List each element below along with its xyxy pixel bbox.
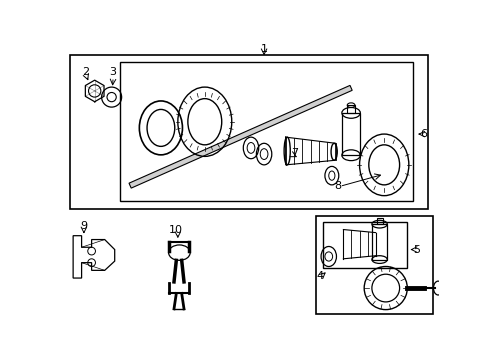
Text: 3: 3	[109, 67, 117, 77]
Text: 1: 1	[260, 44, 267, 54]
Bar	[371, 224, 386, 260]
Text: 10: 10	[169, 225, 183, 235]
Polygon shape	[129, 85, 351, 188]
Text: 7: 7	[291, 148, 298, 158]
Text: 8: 8	[334, 181, 341, 191]
Bar	[341, 113, 360, 155]
Bar	[120, 62, 412, 201]
Text: 9: 9	[80, 221, 87, 231]
Bar	[376, 218, 382, 224]
Bar	[70, 55, 427, 209]
Bar	[346, 105, 354, 113]
Text: 5: 5	[412, 244, 419, 255]
Bar	[316, 216, 432, 314]
Text: 6: 6	[420, 129, 427, 139]
Bar	[322, 222, 407, 268]
Text: 4: 4	[316, 271, 323, 281]
Text: 2: 2	[81, 67, 89, 77]
